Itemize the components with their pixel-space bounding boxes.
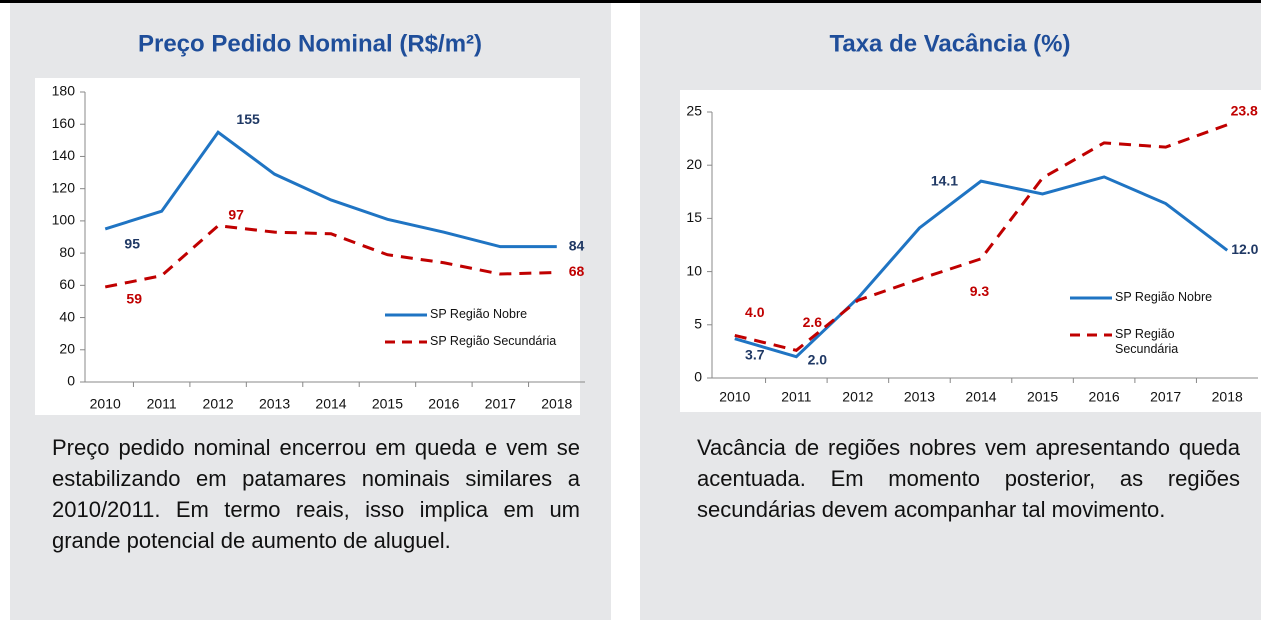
x-tick-label: 2010 xyxy=(719,389,750,405)
x-tick-label: 2012 xyxy=(203,396,234,412)
legend-label: SP Região Secundária xyxy=(430,334,557,348)
data-label: 2.6 xyxy=(803,314,823,330)
y-tick-label: 80 xyxy=(59,244,75,260)
x-tick-label: 2013 xyxy=(259,396,290,412)
y-tick-label: 0 xyxy=(67,373,75,389)
data-label: 95 xyxy=(124,236,140,252)
x-tick-label: 2018 xyxy=(1212,389,1243,405)
x-tick-label: 2011 xyxy=(147,396,177,412)
y-tick-label: 25 xyxy=(686,103,702,119)
y-tick-label: 120 xyxy=(52,179,76,195)
caption: Vacância de regiões nobres vem apresenta… xyxy=(697,435,1240,522)
x-tick-label: 2013 xyxy=(904,389,935,405)
y-tick-label: 160 xyxy=(52,115,76,131)
plot-area xyxy=(680,90,1261,412)
y-tick-label: 180 xyxy=(52,83,76,99)
y-tick-label: 20 xyxy=(686,156,702,172)
data-label: 12.0 xyxy=(1231,241,1258,257)
y-tick-label: 40 xyxy=(59,308,75,324)
x-tick-label: 2014 xyxy=(315,396,346,412)
x-tick-label: 2011 xyxy=(781,389,811,405)
data-label: 14.1 xyxy=(931,173,958,189)
data-label: 9.3 xyxy=(970,283,990,299)
legend-label: SP Região Secundária xyxy=(1115,327,1179,356)
data-label: 4.0 xyxy=(745,304,765,320)
x-tick-label: 2017 xyxy=(1150,389,1181,405)
data-label: 155 xyxy=(236,111,260,127)
series-line xyxy=(734,175,1229,359)
plot-area xyxy=(35,78,580,415)
caption: Preço pedido nominal encerrou em queda e… xyxy=(52,435,580,553)
chart-title: Taxa de Vacância (%) xyxy=(829,30,1070,57)
y-tick-label: 10 xyxy=(686,262,702,278)
data-label: 68 xyxy=(569,263,585,279)
chart-title: Preço Pedido Nominal (R$/m²) xyxy=(138,30,482,57)
legend-label: SP Região Nobre xyxy=(1115,290,1213,304)
data-label: 2.0 xyxy=(808,351,828,367)
data-label: 84 xyxy=(569,237,585,253)
data-label: 3.7 xyxy=(745,346,765,362)
x-tick-label: 2018 xyxy=(541,396,572,412)
x-tick-label: 2015 xyxy=(1027,389,1058,405)
x-tick-label: 2016 xyxy=(1089,389,1120,405)
y-tick-label: 100 xyxy=(52,212,76,228)
y-tick-label: 60 xyxy=(59,276,75,292)
data-label: 97 xyxy=(228,206,244,222)
series-line xyxy=(734,123,1228,352)
x-tick-label: 2012 xyxy=(842,389,873,405)
data-label: 23.8 xyxy=(1231,102,1258,118)
series-line xyxy=(104,224,557,289)
data-label: 59 xyxy=(126,291,142,307)
legend-label: SP Região Nobre xyxy=(430,307,528,321)
y-tick-label: 140 xyxy=(52,147,76,163)
x-tick-label: 2010 xyxy=(90,396,121,412)
series-line xyxy=(104,130,557,249)
y-tick-label: 15 xyxy=(686,209,702,225)
x-tick-label: 2014 xyxy=(965,389,996,405)
y-tick-label: 5 xyxy=(694,316,702,332)
y-tick-label: 0 xyxy=(694,369,702,385)
x-tick-label: 2015 xyxy=(372,396,403,412)
x-tick-label: 2017 xyxy=(485,396,516,412)
x-tick-label: 2016 xyxy=(428,396,459,412)
top-rule xyxy=(0,0,1261,3)
y-tick-label: 20 xyxy=(59,340,75,356)
